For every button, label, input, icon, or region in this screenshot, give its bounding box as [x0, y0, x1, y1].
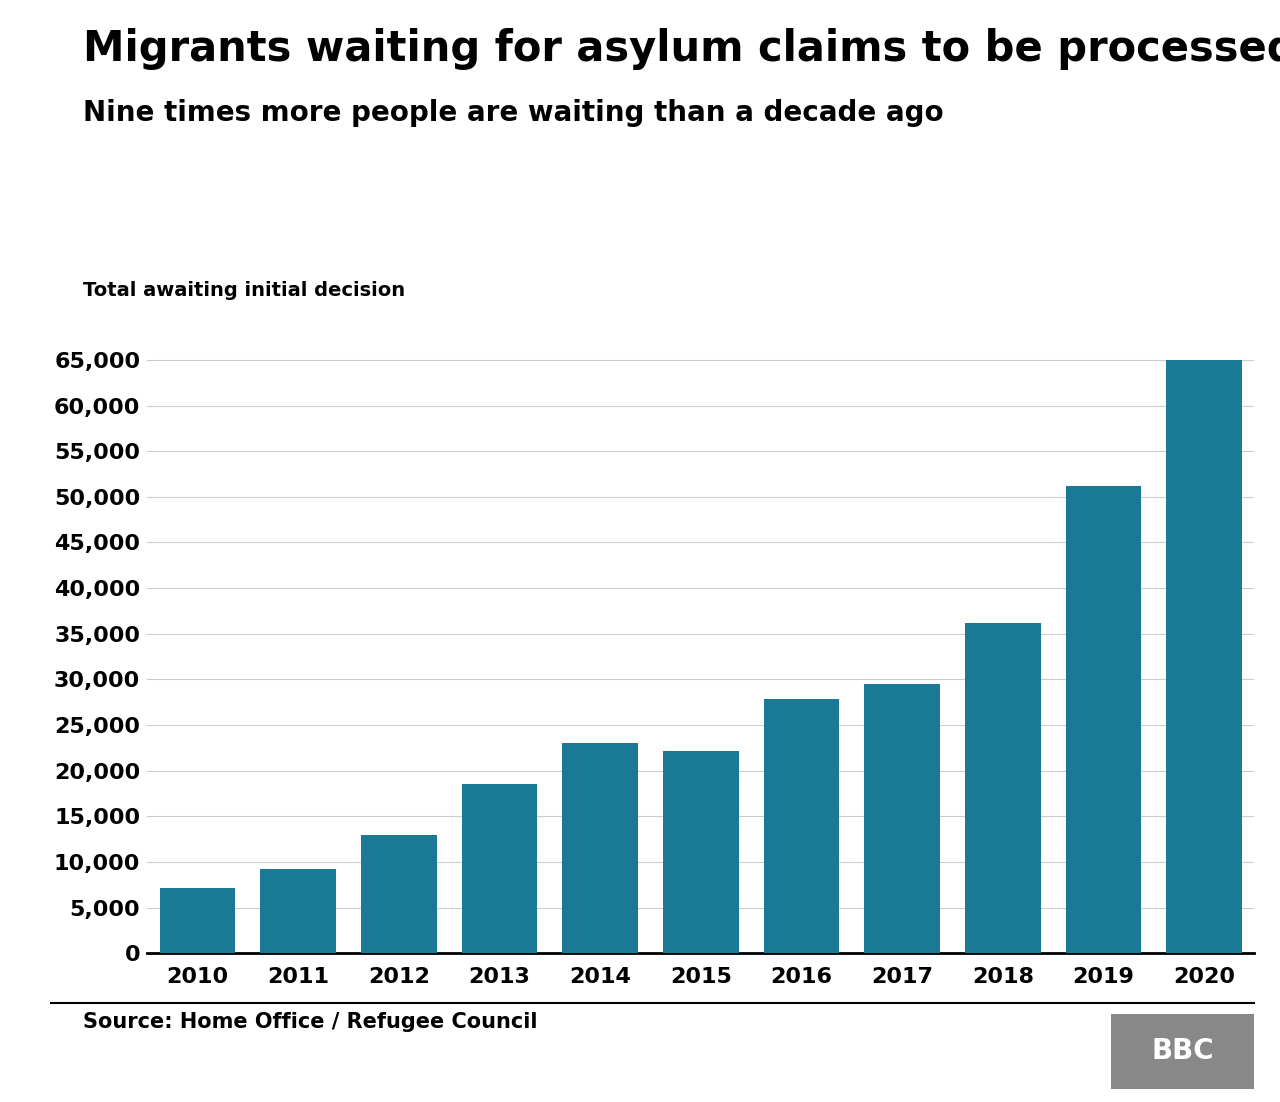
Text: Source: Home Office / Refugee Council: Source: Home Office / Refugee Council	[83, 1012, 538, 1031]
Text: Total awaiting initial decision: Total awaiting initial decision	[83, 281, 406, 300]
Bar	[965, 623, 1041, 953]
Bar	[361, 834, 436, 953]
Text: Nine times more people are waiting than a decade ago: Nine times more people are waiting than …	[83, 99, 943, 127]
Bar	[764, 699, 840, 953]
Bar	[1166, 360, 1242, 953]
Bar	[864, 684, 940, 953]
Text: BBC: BBC	[1152, 1037, 1213, 1066]
Bar	[1066, 486, 1142, 953]
Bar	[562, 743, 637, 953]
Bar	[462, 785, 538, 953]
Bar	[260, 869, 335, 953]
Text: Migrants waiting for asylum claims to be processed: Migrants waiting for asylum claims to be…	[83, 28, 1280, 69]
Bar	[663, 750, 739, 953]
Bar	[160, 887, 236, 953]
